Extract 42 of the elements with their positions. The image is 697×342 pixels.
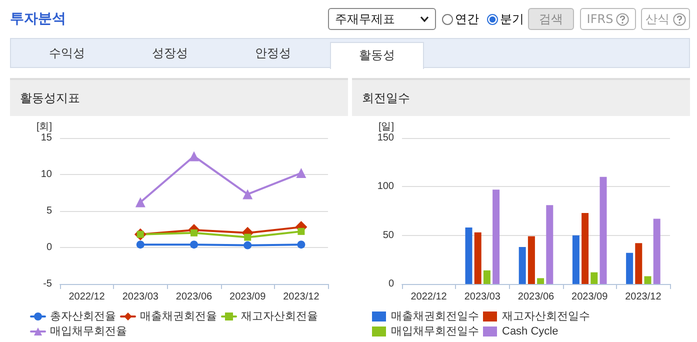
- y-tick-label: 10: [40, 169, 52, 180]
- text: 성장성: [151, 45, 189, 62]
- y-axis-title: [회]: [36, 122, 52, 132]
- x-tick-label: 2023/06: [176, 292, 213, 302]
- x-tick-label: 2022/12: [68, 292, 106, 302]
- x-tick-label: 2023/12: [625, 292, 662, 302]
- text: 검색: [528, 8, 574, 30]
- legend-label: 매출채권회전일수: [391, 310, 479, 322]
- legend-label: 재고자산회전일수: [502, 310, 590, 322]
- y-tick-label: 0: [388, 278, 394, 290]
- text: 안정성: [254, 45, 292, 62]
- text: 주재무제표: [335, 11, 395, 28]
- x-tick-label: 2023/06: [518, 292, 555, 302]
- text: 투자분석: [10, 10, 66, 28]
- legend-label: Cash Cycle: [502, 326, 558, 338]
- text: 활동성: [330, 42, 424, 69]
- text: 연간: [455, 11, 479, 28]
- y-tick-label: 15: [40, 132, 52, 144]
- text: IFRS: [586, 11, 614, 28]
- y-axis-title: [일]: [378, 122, 394, 132]
- y-tick-label: -5: [43, 278, 52, 290]
- legend-label: 재고자산회전율: [241, 310, 318, 322]
- x-tick-label: 2022/12: [410, 292, 448, 302]
- y-tick-label: 5: [46, 206, 52, 216]
- x-tick-label: 2023/09: [572, 292, 608, 302]
- x-tick-label: 2023/12: [283, 292, 320, 302]
- text: 분기: [500, 11, 524, 28]
- y-tick-label: 0: [46, 242, 52, 253]
- y-tick-label: 150: [377, 132, 394, 144]
- x-tick-label: 2023/09: [230, 292, 266, 302]
- legend-label: 매입채무회전율: [50, 326, 127, 338]
- x-tick-label: 2023/03: [464, 292, 501, 302]
- y-tick-label: 100: [377, 181, 394, 192]
- text: 산식: [646, 11, 670, 28]
- chart-title: 활동성지표: [10, 80, 348, 116]
- text: 수익성: [48, 45, 86, 62]
- legend-label: 매입채무회전일수: [391, 326, 479, 338]
- x-tick-label: 2023/03: [122, 292, 159, 302]
- chart-title: 회전일수: [352, 80, 690, 116]
- legend-label: 총자산회전율: [50, 310, 116, 322]
- y-tick-label: 50: [382, 230, 394, 241]
- legend-label: 매출채권회전율: [140, 310, 217, 322]
